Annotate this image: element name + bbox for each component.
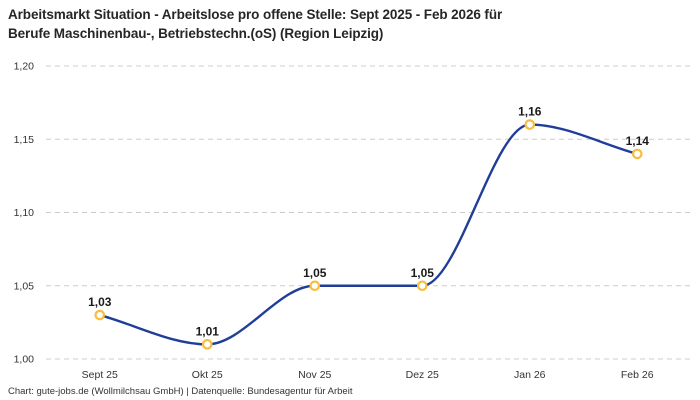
chart-title-line1: Arbeitsmarkt Situation - Arbeitslose pro… bbox=[8, 7, 503, 22]
x-tick-label: Okt 25 bbox=[192, 369, 223, 381]
y-tick-label: 1,00 bbox=[14, 354, 35, 366]
data-point-marker bbox=[94, 309, 106, 321]
x-tick-label: Sept 25 bbox=[82, 369, 118, 381]
chart-title: Arbeitsmarkt Situation - Arbeitslose pro… bbox=[8, 5, 502, 43]
x-tick-label: Feb 26 bbox=[621, 369, 654, 381]
chart-attribution: Chart: gute-jobs.de (Wollmilchsau GmbH) … bbox=[8, 386, 353, 397]
x-tick-label: Nov 25 bbox=[298, 369, 331, 381]
data-point-label: 1,03 bbox=[88, 295, 112, 309]
y-tick-label: 1,20 bbox=[14, 61, 35, 73]
data-point-label: 1,01 bbox=[196, 324, 220, 338]
data-point-marker bbox=[524, 119, 536, 130]
chart-title-line2: Berufe Maschinenbau-, Betriebstechn.(oS)… bbox=[8, 26, 384, 41]
data-point-label: 1,05 bbox=[303, 266, 327, 280]
data-point-marker bbox=[631, 148, 643, 160]
y-tick-label: 1,15 bbox=[14, 134, 35, 146]
data-point-marker bbox=[309, 280, 321, 292]
x-tick-label: Jan 26 bbox=[514, 369, 546, 381]
data-point-label: 1,16 bbox=[518, 105, 542, 119]
series-line bbox=[98, 123, 639, 346]
x-tick-label: Dez 25 bbox=[406, 369, 439, 381]
data-point-marker bbox=[416, 280, 428, 292]
data-point-marker bbox=[201, 339, 213, 350]
y-tick-label: 1,05 bbox=[14, 280, 35, 292]
data-point-label: 1,14 bbox=[626, 134, 650, 148]
y-tick-label: 1,10 bbox=[14, 207, 35, 219]
data-point-label: 1,05 bbox=[411, 266, 435, 280]
